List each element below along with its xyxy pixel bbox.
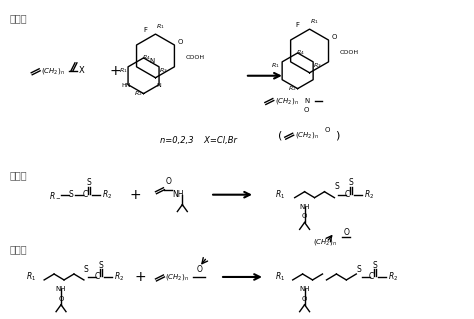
Text: 步骤三: 步骤三 [9,244,27,254]
Text: 步骤一: 步骤一 [9,13,27,23]
Text: O: O [302,213,307,219]
Text: $R_-$: $R_-$ [49,190,61,200]
Text: X: X [79,66,85,75]
Text: N: N [304,98,309,104]
Text: $(CH_2)_n$: $(CH_2)_n$ [312,237,337,247]
Text: $R_1$: $R_1$ [272,61,280,70]
Text: $(CH_2)_n$: $(CH_2)_n$ [165,272,189,282]
Text: S: S [357,264,362,273]
Text: S: S [69,190,73,199]
Text: S: S [373,261,378,270]
Text: S: S [99,261,103,270]
Text: S: S [86,178,91,187]
Text: C: C [345,190,350,199]
Text: $R_1$: $R_1$ [310,17,319,26]
Text: +: + [135,270,146,284]
Text: 步骤二: 步骤二 [9,170,27,180]
Text: NH: NH [173,190,184,199]
Text: $R_1$: $R_1$ [26,271,36,283]
Text: $R_2$: $R_2$ [102,189,112,201]
Text: S: S [334,182,339,191]
Text: $R_2$: $R_2$ [388,271,398,283]
Text: HN: HN [121,83,130,88]
Text: $R_4$: $R_4$ [296,48,305,57]
Text: N: N [150,58,155,64]
Text: N: N [156,83,161,88]
Text: S: S [349,178,354,187]
Text: $R_4$: $R_4$ [142,54,151,62]
Text: $(CH_2)_n$: $(CH_2)_n$ [41,66,65,76]
Text: $R_1$: $R_1$ [156,22,165,31]
Text: $R_2$: $R_2$ [364,189,374,201]
Text: $R_2$: $R_2$ [288,84,297,93]
Text: $(CH_2)_n$: $(CH_2)_n$ [295,130,319,140]
Text: $R_2$: $R_2$ [134,89,143,98]
Text: n=0,2,3    X=Cl,Br: n=0,2,3 X=Cl,Br [161,136,237,145]
Text: $R_3$: $R_3$ [313,61,322,70]
Text: O: O [165,177,171,186]
Text: O: O [178,39,183,45]
Text: O: O [332,34,337,40]
Text: $R_3$: $R_3$ [159,66,168,75]
Text: +: + [110,64,121,78]
Text: S: S [83,264,88,273]
Text: $R_1$: $R_1$ [119,66,128,75]
Text: O: O [196,264,202,273]
Text: F: F [296,22,300,28]
Text: COOH: COOH [339,50,358,56]
Text: COOH: COOH [185,56,204,60]
Text: C: C [369,272,374,281]
Text: F: F [144,27,147,33]
Text: O: O [302,296,307,302]
Text: C: C [82,190,88,199]
Text: +: + [130,188,141,202]
Text: ): ) [335,130,339,140]
Text: $R_1$: $R_1$ [275,271,285,283]
Text: $R_1$: $R_1$ [275,189,285,201]
Text: O: O [304,108,309,114]
Text: O: O [325,127,330,133]
Text: $(CH_2)_n$: $(CH_2)_n$ [275,95,299,106]
Text: O: O [58,296,64,302]
Text: NH: NH [56,286,66,292]
Text: NH: NH [300,286,310,292]
Text: $R_2$: $R_2$ [114,271,124,283]
Text: NH: NH [300,204,310,210]
Text: C: C [94,272,100,281]
Text: (: ( [278,130,282,140]
Text: O: O [344,228,349,237]
